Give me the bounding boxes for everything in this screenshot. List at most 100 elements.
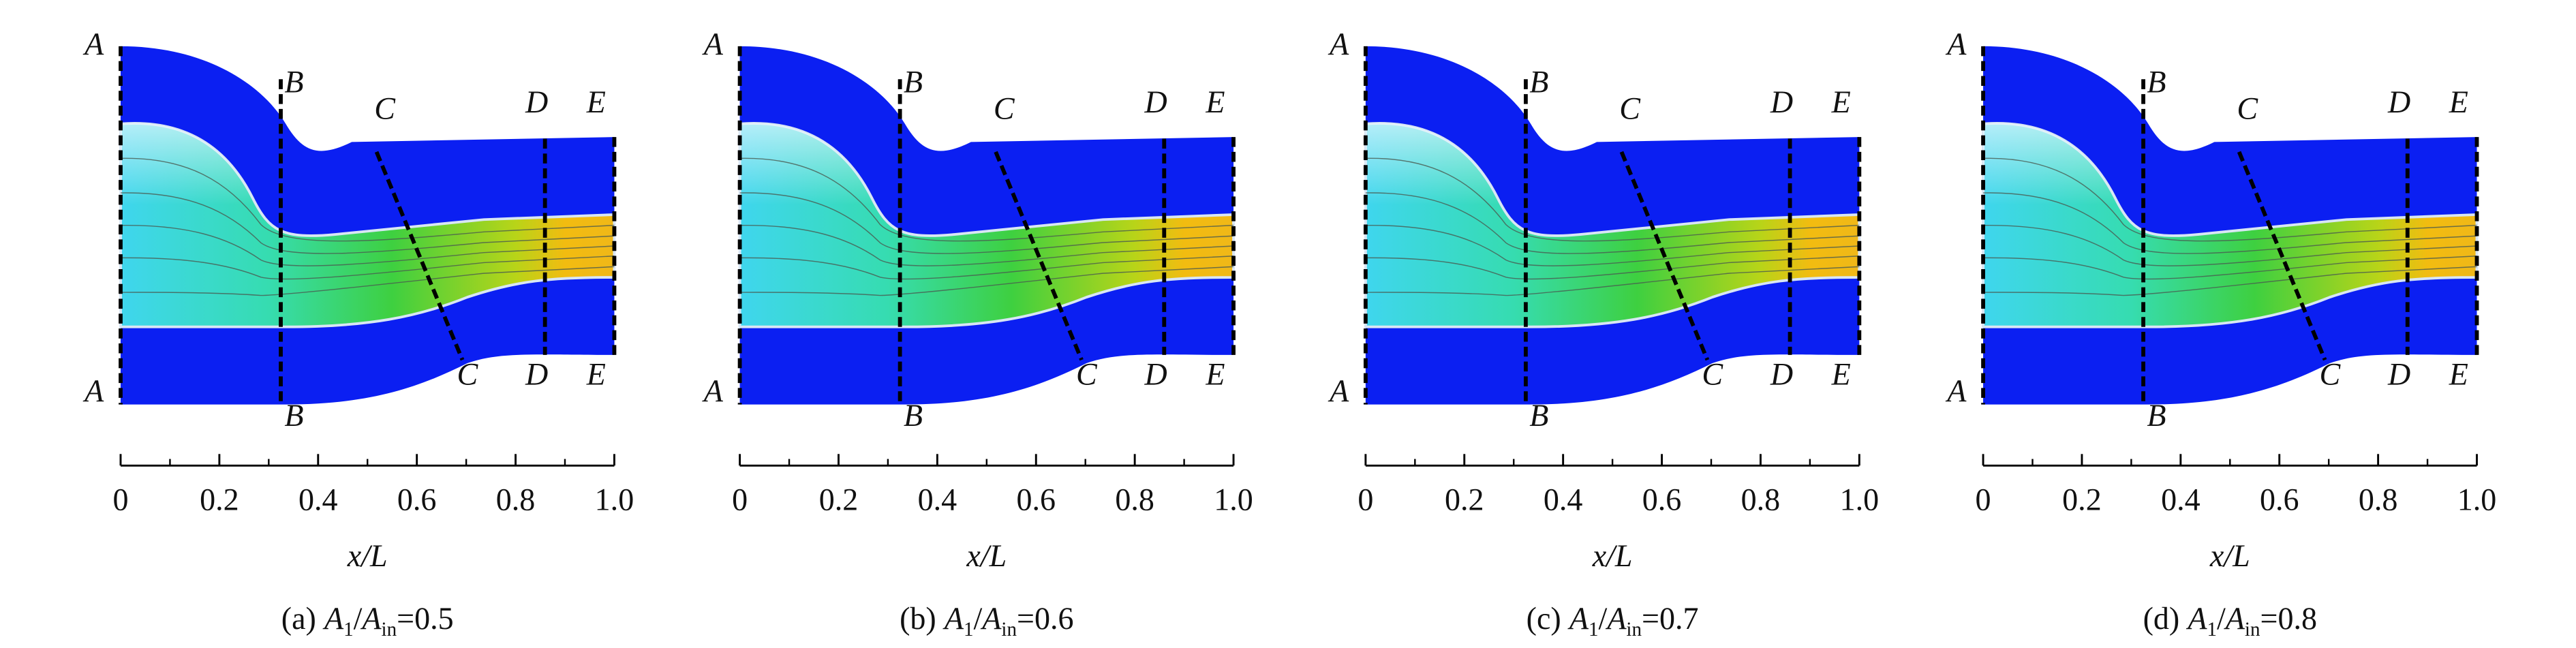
caption-slash: / <box>1599 601 1608 636</box>
x-tick-label: 0.2 <box>1445 482 1484 517</box>
caption-subscript: 1 <box>343 619 354 641</box>
section-label: C <box>1076 357 1098 392</box>
streamline <box>1983 224 2477 266</box>
x-tick-label: 0.8 <box>1741 482 1781 517</box>
section-label: A <box>1328 27 1349 61</box>
caption-symbol: A <box>360 601 382 636</box>
caption-value: =0.7 <box>1642 601 1698 636</box>
streamline <box>1983 192 2477 254</box>
section-label: A <box>1945 373 1967 408</box>
caption-symbol: A <box>322 601 344 636</box>
section-label: B <box>2147 398 2166 433</box>
section-line <box>2237 151 2327 361</box>
streamline <box>120 157 615 242</box>
section-label: D <box>1144 357 1167 392</box>
section-label: B <box>2147 65 2166 99</box>
section-label: D <box>1144 84 1167 119</box>
section-label: E <box>2449 84 2468 119</box>
caption: (a) A1/Ain=0.5 <box>281 601 454 641</box>
section-label: C <box>2237 91 2258 125</box>
x-tick-label: 0.8 <box>2359 482 2398 517</box>
section-label: A <box>1945 27 1967 61</box>
caption-subscript: 1 <box>1589 619 1599 641</box>
section-label: A <box>1328 373 1349 408</box>
section-label: B <box>904 398 923 433</box>
section-line <box>374 151 465 361</box>
caption-subscript: in <box>1626 619 1642 641</box>
flow-highlight <box>739 123 1234 327</box>
streamline <box>1983 157 2477 242</box>
section-label: D <box>2387 84 2410 119</box>
caption-tag: (d) <box>2143 601 2180 636</box>
section-label: A <box>82 373 104 408</box>
section-line <box>994 151 1084 361</box>
section-label: C <box>1619 91 1641 125</box>
x-tick-label: 0.4 <box>918 482 957 517</box>
streamline <box>120 256 615 280</box>
x-tick-label: 0.4 <box>1544 482 1583 517</box>
x-axis-label: x/L <box>347 538 388 573</box>
x-tick-label: 0.6 <box>1642 482 1682 517</box>
caption: (b) A1/Ain=0.6 <box>900 601 1073 641</box>
streamline <box>1365 192 1860 254</box>
x-tick-label: 0.6 <box>1016 482 1056 517</box>
section-label: D <box>525 357 548 392</box>
caption-slash: / <box>2217 601 2226 636</box>
streamline <box>739 157 1234 242</box>
streamline <box>1365 224 1860 266</box>
section-label: A <box>82 27 104 61</box>
streamline <box>739 266 1234 296</box>
caption-symbol: A <box>2224 601 2245 636</box>
section-label: E <box>586 84 606 119</box>
section-label: C <box>1702 357 1723 392</box>
section-label: E <box>1205 357 1225 392</box>
caption-symbol: A <box>2186 601 2207 636</box>
streamline <box>1365 266 1860 296</box>
section-line <box>1619 151 1710 361</box>
caption-subscript: 1 <box>2207 619 2217 641</box>
streamline <box>120 192 615 254</box>
x-tick-label: 0.2 <box>2062 482 2102 517</box>
caption-slash: / <box>974 601 983 636</box>
section-label: D <box>1770 84 1793 119</box>
section-label: B <box>1529 65 1548 99</box>
section-label: E <box>1831 84 1851 119</box>
section-label: E <box>586 357 606 392</box>
streamline <box>739 256 1234 280</box>
caption-tag: (c) <box>1527 601 1561 636</box>
streamline <box>1983 256 2477 280</box>
x-axis-label: x/L <box>966 538 1007 573</box>
caption-value: =0.6 <box>1017 601 1073 636</box>
streamline <box>120 224 615 266</box>
caption-symbol: A <box>980 601 1002 636</box>
section-label: E <box>1205 84 1225 119</box>
section-label: C <box>374 91 396 125</box>
caption-subscript: in <box>2245 619 2260 641</box>
section-label: B <box>1529 398 1548 433</box>
section-label: B <box>904 65 923 99</box>
section-label: D <box>525 84 548 119</box>
x-tick-label: 1.0 <box>2457 482 2497 517</box>
section-label: A <box>702 373 724 408</box>
streamline <box>1983 266 2477 296</box>
section-label: B <box>284 65 303 99</box>
streamline <box>120 266 615 296</box>
section-label: E <box>2449 357 2468 392</box>
x-tick-label: 0 <box>1358 482 1373 517</box>
caption: (c) A1/Ain=0.7 <box>1527 601 1699 641</box>
section-label: C <box>994 91 1015 125</box>
section-label: C <box>457 357 478 392</box>
x-tick-label: 0.8 <box>496 482 536 517</box>
caption-tag: (b) <box>900 601 936 636</box>
flow-highlight <box>1983 123 2477 327</box>
x-axis-label: x/L <box>2209 538 2250 573</box>
caption-subscript: 1 <box>964 619 974 641</box>
flow-highlight <box>1365 123 1860 327</box>
section-label: B <box>284 398 303 433</box>
x-tick-label: 1.0 <box>595 482 634 517</box>
section-label: D <box>2387 357 2410 392</box>
streamline <box>739 192 1234 254</box>
